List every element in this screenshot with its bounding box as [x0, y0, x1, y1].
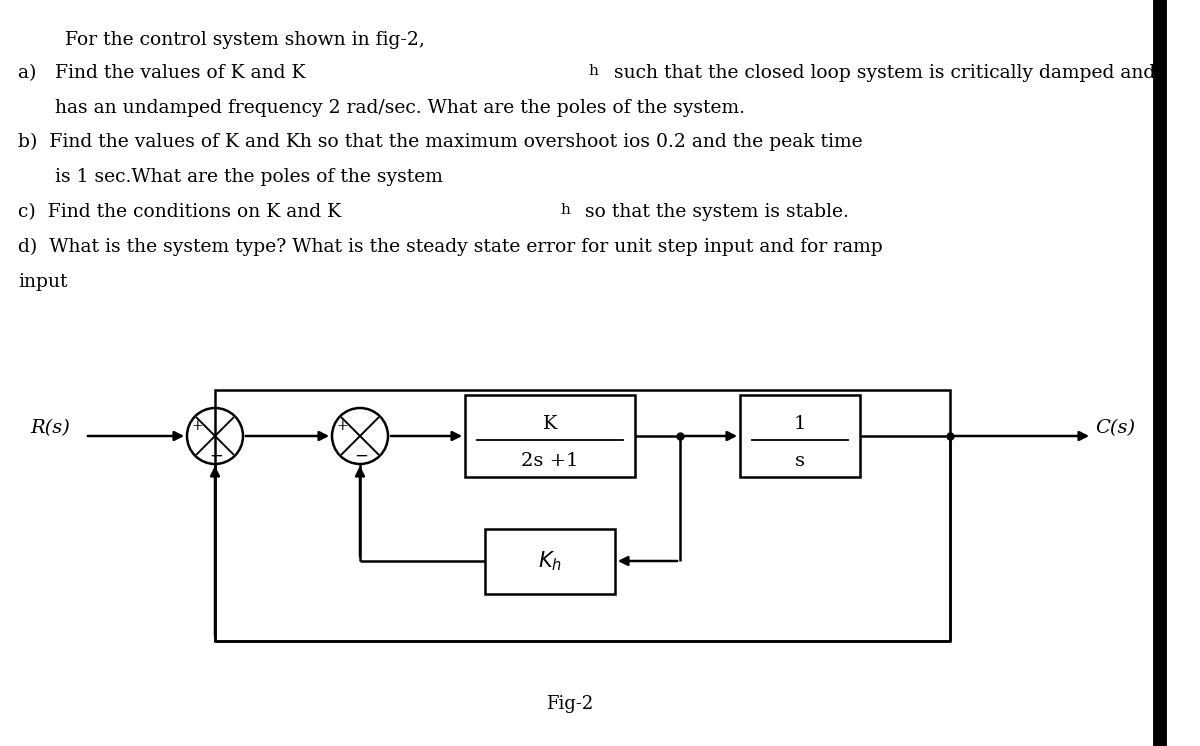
Text: a): a)	[18, 64, 42, 82]
Bar	[215, 390, 950, 641]
Text: Fig-2: Fig-2	[546, 695, 594, 713]
Text: b)  Find the values of K and Kh so that the maximum overshoot ios 0.2 and the pe: b) Find the values of K and Kh so that t…	[18, 133, 863, 151]
Text: 2s +1: 2s +1	[521, 451, 578, 469]
Text: has an undamped frequency 2 rad/sec. What are the poles of the system.: has an undamped frequency 2 rad/sec. Wha…	[55, 99, 745, 117]
Text: R(s): R(s)	[30, 419, 70, 437]
Text: −: −	[354, 448, 368, 465]
Text: is 1 sec.What are the poles of the system: is 1 sec.What are the poles of the syste…	[55, 168, 443, 186]
Bar	[740, 395, 860, 477]
Text: so that the system is stable.: so that the system is stable.	[580, 203, 848, 221]
Text: +: +	[337, 419, 348, 433]
Text: h: h	[560, 203, 570, 217]
Text: For the control system shown in fig-2,: For the control system shown in fig-2,	[65, 31, 425, 49]
Bar	[466, 395, 635, 477]
Text: c)  Find the conditions on K and K: c) Find the conditions on K and K	[18, 203, 341, 221]
Bar	[485, 528, 614, 594]
Text: +: +	[192, 419, 204, 433]
Text: d)  What is the system type? What is the steady state error for unit step input : d) What is the system type? What is the …	[18, 238, 883, 256]
Text: C(s): C(s)	[1096, 419, 1135, 437]
Text: h: h	[588, 64, 598, 78]
Text: input: input	[18, 273, 67, 291]
Text: −: −	[210, 448, 223, 465]
Text: such that the closed loop system is critically damped and: such that the closed loop system is crit…	[608, 64, 1156, 82]
Text: Find the values of K and K: Find the values of K and K	[55, 64, 306, 82]
Text: K: K	[542, 415, 557, 433]
Text: $K_h$: $K_h$	[538, 549, 562, 573]
Text: s: s	[796, 451, 805, 469]
Text: 1: 1	[794, 415, 806, 433]
